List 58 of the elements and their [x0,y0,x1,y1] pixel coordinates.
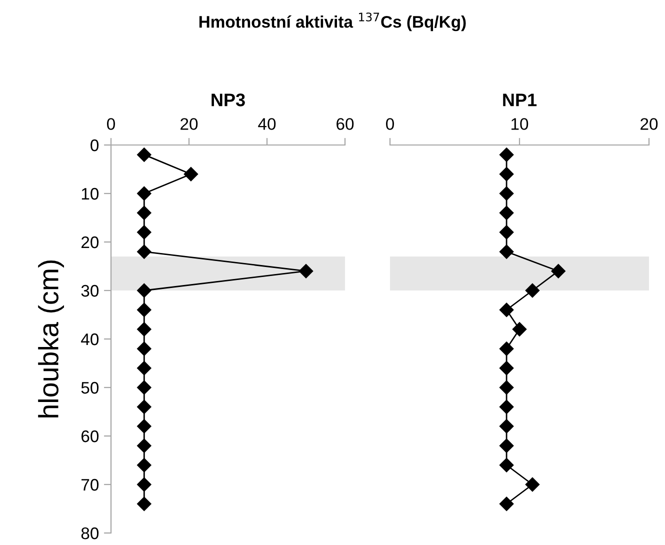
point [137,186,152,201]
x-tick-label: 60 [336,118,354,130]
y-tick-label: 30 [81,284,99,297]
point [137,400,152,414]
point [137,477,152,492]
point [499,400,514,414]
point [298,264,314,278]
point [137,225,152,240]
point [137,206,152,220]
point [499,496,514,511]
point [499,438,514,453]
x-tick-label: 0 [386,118,394,130]
point [137,496,152,511]
point [499,342,514,356]
point [137,148,152,162]
y-tick-label: 80 [81,527,99,540]
point [137,458,152,472]
point [499,206,514,220]
point [499,186,514,201]
y-tick-label: 50 [81,382,99,394]
point [551,264,566,278]
y-tick-label: 40 [81,333,99,346]
x-tick-label: 40 [258,118,276,130]
point [499,361,514,376]
y-tick-label: 10 [82,188,99,200]
chart-title: NP3 [212,94,245,106]
point [499,225,514,240]
point [499,244,514,259]
y-tick-label: 20 [81,236,99,248]
y-tick-label: 0 [90,139,99,152]
x-axis-title: Hmotnostní aktivita $^{137}$Cs (Bq/Kg) [199,12,466,32]
point [525,283,540,298]
point [499,302,514,317]
point [137,380,152,395]
point [525,477,540,492]
x-tick-label: 20 [640,118,658,130]
point [184,167,198,182]
point [137,244,152,259]
point [499,167,514,182]
point [137,322,152,336]
y-axis-title: hloubka (cm) [38,260,64,418]
point [137,283,152,298]
point [499,380,514,395]
y-tick-label: 70 [82,478,99,491]
y-tick-label: 60 [82,430,99,442]
point [137,361,152,376]
chart-title: NP1 [503,94,537,106]
point [499,148,514,162]
point [137,438,152,453]
point [499,419,514,434]
point [137,302,152,317]
point [137,342,152,356]
x-tick-label: 10 [512,118,528,130]
point [137,419,152,434]
x-tick-label: 20 [180,118,198,130]
point [512,322,527,336]
point [499,458,514,472]
x-tick-label: 0 [107,118,115,130]
